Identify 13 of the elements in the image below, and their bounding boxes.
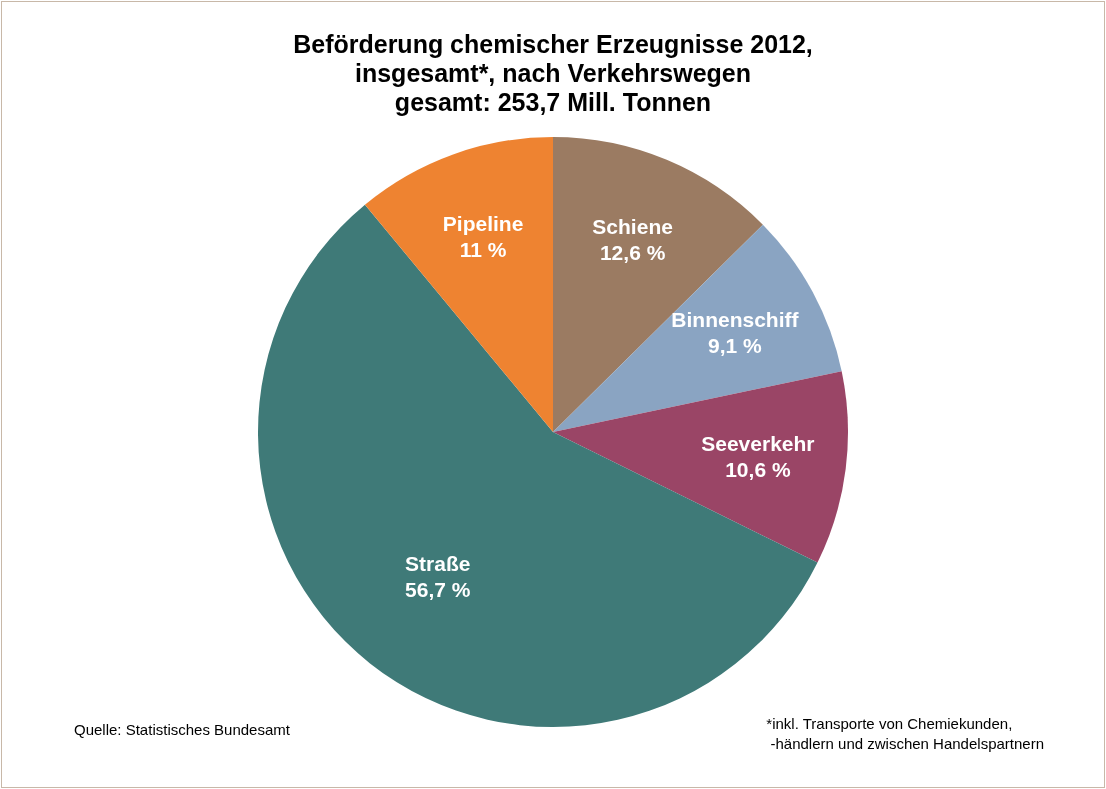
text: *inkl. Transporte von Chemiekunden, -händlern und zwischen Handelspartnern — [766, 714, 1044, 754]
data-label: 11 % — [459, 237, 507, 261]
slice-label: Pipeline — [442, 211, 524, 235]
slice-label: Straße — [405, 551, 471, 575]
slice-label: Seeverkehr — [701, 431, 815, 455]
data-label: 9,1 % — [708, 334, 763, 358]
slice-label: Schiene — [592, 215, 673, 239]
slice-label: Binnenschiff — [671, 308, 800, 332]
source-note: Quelle: Statistisches Bundesamt — [74, 720, 290, 740]
chart-title: Beförderung chemischer Erzeugnisse 2012, insgesamt*, nach Verkehrswegen gesamt: 253,7 Mill. Tonnen — [292, 30, 814, 117]
data-label: 12,6 % — [599, 241, 666, 265]
data-label: 56,7 % — [405, 577, 471, 601]
data-label: 10,6 % — [725, 457, 791, 481]
